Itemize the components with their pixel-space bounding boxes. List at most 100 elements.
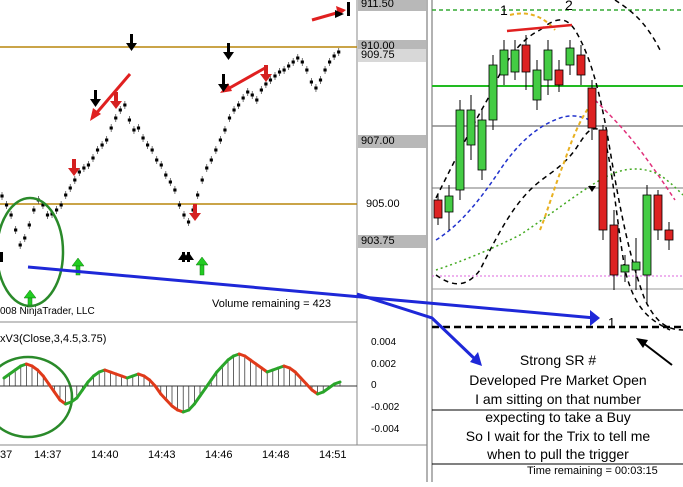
price-bar xyxy=(118,108,122,112)
price-bar xyxy=(287,64,291,68)
price-bar xyxy=(18,243,22,247)
price-tag-911-50: 911.50 xyxy=(358,0,426,11)
price-bar xyxy=(246,90,250,94)
price-bar xyxy=(332,54,336,58)
price-bar xyxy=(214,148,218,152)
note-line-3: I am sitting on that number xyxy=(475,391,641,407)
ma-green-dotted xyxy=(435,168,683,271)
price-bar xyxy=(309,80,313,84)
price-bar xyxy=(32,208,36,212)
candle xyxy=(455,109,465,191)
price-bar xyxy=(337,50,341,54)
blue-annotation-arrows xyxy=(27,265,600,366)
volume-remaining: Volume remaining = 423 xyxy=(212,298,331,310)
price-bar xyxy=(237,103,241,107)
note-line-2: Developed Pre Market Open xyxy=(469,372,647,388)
price-bar xyxy=(91,156,95,160)
swing-label-1: 1 xyxy=(500,2,508,18)
price-bar xyxy=(141,136,145,140)
highlight-ellipse-price xyxy=(0,196,65,308)
time-tick-3: 14:43 xyxy=(148,449,176,461)
price-bar xyxy=(200,178,204,182)
candle xyxy=(576,54,586,76)
ind-tick-0: 0.004 xyxy=(371,337,397,348)
double-top-line xyxy=(506,23,573,33)
price-bar xyxy=(68,186,72,190)
note-line-6: when to pull the trigger xyxy=(487,446,629,462)
price-bar xyxy=(123,103,127,107)
time-tick-6: 14:51 xyxy=(319,449,347,461)
candle xyxy=(609,224,619,276)
candle xyxy=(532,69,542,101)
price-bar xyxy=(259,88,263,92)
price-bar xyxy=(218,138,222,142)
price-bar xyxy=(264,82,268,86)
price-bar xyxy=(114,116,118,120)
price-bar xyxy=(41,203,45,207)
price-bar xyxy=(146,143,150,147)
price-bar xyxy=(127,118,131,122)
band-lower xyxy=(435,128,671,331)
note-line-4: expecting to take a Buy xyxy=(485,409,631,425)
copyright: 008 NinjaTrader, LLC xyxy=(0,306,95,317)
candle xyxy=(521,44,531,73)
price-bar xyxy=(77,170,81,174)
price-bar xyxy=(177,203,182,207)
price-bar xyxy=(4,203,9,207)
trix-line xyxy=(2,352,342,414)
candle xyxy=(488,64,498,121)
price-bar xyxy=(23,236,27,240)
price-bar xyxy=(14,228,18,232)
candle xyxy=(598,129,608,231)
candle xyxy=(642,194,652,276)
ind-tick-3: -0.002 xyxy=(371,402,400,413)
candle xyxy=(587,87,597,129)
price-bar xyxy=(305,68,309,72)
time-tick-1: 14:37 xyxy=(34,449,62,461)
price-bar xyxy=(100,143,104,147)
price-bar xyxy=(255,98,259,102)
time-tick-0: 37 xyxy=(0,449,13,461)
price-bar xyxy=(27,223,31,227)
candle xyxy=(631,261,641,271)
swing-label-2: 2 xyxy=(565,0,573,13)
price-bar xyxy=(300,60,304,64)
candle xyxy=(664,229,674,241)
price-bar xyxy=(64,193,68,197)
ma-blue xyxy=(435,115,596,241)
price-bar xyxy=(318,78,323,82)
candle xyxy=(466,109,476,146)
price-bar xyxy=(241,96,245,100)
price-bar xyxy=(173,188,177,192)
price-bar xyxy=(86,163,91,167)
price-bar xyxy=(205,166,209,170)
candle xyxy=(554,69,564,86)
candle xyxy=(620,264,630,273)
price-tag-903-75: 903.75 xyxy=(358,235,426,248)
price-bar xyxy=(9,213,13,217)
time-tick-4: 14:46 xyxy=(205,449,233,461)
ma-yellow xyxy=(539,99,596,231)
candle xyxy=(444,195,454,213)
candle xyxy=(499,49,509,76)
price-bar xyxy=(150,148,154,152)
price-bar xyxy=(323,68,327,72)
price-bar xyxy=(55,208,59,212)
time-tick-2: 14:40 xyxy=(91,449,119,461)
candle xyxy=(653,194,663,231)
price-bar xyxy=(328,60,332,64)
ind-tick-1: 0.002 xyxy=(371,359,397,370)
time-remaining: Time remaining = 00:03:15 xyxy=(527,465,658,477)
time-tick-5: 14:48 xyxy=(262,449,290,461)
price-bar xyxy=(73,178,77,182)
price-bar xyxy=(314,86,318,90)
candle xyxy=(477,119,487,171)
price-bar xyxy=(45,213,50,217)
price-bar xyxy=(95,148,100,152)
price-bar xyxy=(291,60,295,64)
annotation-arrows xyxy=(0,2,350,308)
price-bar xyxy=(109,126,113,130)
price-bar xyxy=(296,56,300,60)
price-bar xyxy=(227,116,232,120)
